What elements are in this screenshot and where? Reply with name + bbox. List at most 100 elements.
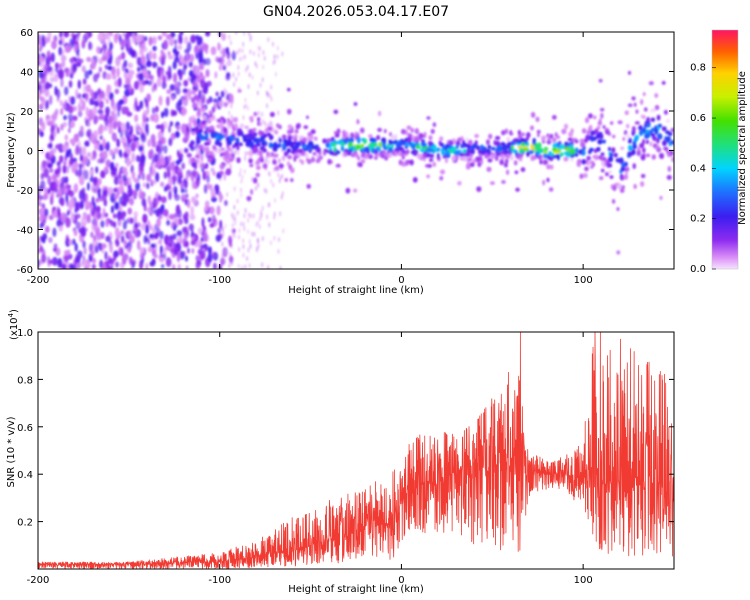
heatmap-cell [97,178,102,185]
heatmap-cell [135,155,141,162]
heatmap-cell [40,95,44,105]
heatmap-cell [139,47,145,57]
heatmap-cell [147,238,151,245]
heatmap-cell [279,174,282,180]
heatmap-cell [235,32,238,35]
heatmap-cell [60,212,66,223]
heatmap-cell [40,172,44,180]
heatmap-cell [83,169,89,180]
heatmap-cell [241,55,244,61]
heatmap-cell [148,224,154,231]
heatmap-cell [186,153,192,158]
heatmap-cell [243,169,246,175]
heatmap-cell [116,138,121,148]
heatmap-cell [64,134,69,141]
heatmap-cell [119,182,124,192]
heatmap-cell [131,171,136,180]
heatmap-cell [75,32,81,38]
heatmap-cell [249,243,252,249]
heatmap-cell [237,263,240,269]
heatmap-cell [54,67,59,73]
heatmap-cell [190,145,195,151]
heatmap-cell [235,76,238,82]
heatmap-cell [72,115,78,121]
heatmap-cell [149,148,154,158]
heatmap-cell [216,57,223,64]
heatmap-cell [110,110,115,116]
heatmap-cell [168,155,172,162]
heatmap-cell [223,172,226,178]
heatmap-cell [279,158,281,164]
heatmap-cell [93,202,97,211]
heatmap-cell [277,248,280,254]
heatmap-cell [140,55,146,66]
heatmap-cell [187,247,190,254]
heatmap-cell [62,164,67,174]
heatmap-cell [183,79,189,87]
heatmap-cell [272,41,274,47]
heatmap-cell [238,234,240,240]
heatmap-cell [248,32,250,37]
heatmap-cell [255,222,258,228]
heatmap-cell [261,118,264,124]
heatmap-cell [65,149,70,158]
heatmap-cell [233,81,235,87]
heatmap-cell [96,211,102,220]
heatmap-cell [139,251,144,261]
heatmap-cell [128,84,133,90]
heatmap-cell [126,156,131,168]
heatmap-cell [148,36,153,46]
heatmap-cell [139,100,143,109]
heatmap-cell [172,72,178,84]
heatmap-cell [84,70,90,79]
heatmap-cell [114,227,120,237]
heatmap-cell [214,71,218,79]
heatmap-cell [231,99,234,105]
heatmap-cell [212,98,218,103]
heatmap-cell [221,226,224,232]
heatmap-cell [153,153,159,163]
heatmap-cell [157,130,162,141]
heatmap-cell [47,143,51,149]
heatmap-cell [183,233,188,241]
heatmap-cell [236,50,239,56]
heatmap-cell [190,205,195,216]
heatmap-cell [212,262,217,269]
heatmap-cell [273,54,276,60]
heatmap-cell [206,175,210,184]
heatmap-cell [145,123,149,133]
heatmap-cell [276,54,279,60]
heatmap-cell [125,78,131,86]
heatmap-cell [181,68,186,75]
heatmap-cell [277,172,280,178]
heatmap-cell [97,87,102,95]
heatmap-cell [144,236,148,242]
heatmap-cell [118,170,122,180]
heatmap-cell [98,57,103,65]
heatmap-cell [175,204,181,215]
heatmap-cell [151,107,156,115]
heatmap-cell [75,255,81,263]
heatmap-cell [261,236,264,242]
heatmap-cell [264,121,267,127]
heatmap-cell [228,54,230,60]
heatmap-cell [173,188,178,195]
heatmap-cell [141,172,145,181]
heatmap-cell [65,45,71,53]
heatmap-cell [69,158,74,166]
heatmap-cell [239,167,242,173]
heatmap-cell [121,199,127,207]
heatmap-cell [88,69,93,75]
heatmap-cell [105,235,111,243]
heatmap-cell [50,52,55,63]
heatmap-cell [256,220,259,226]
heatmap-cell [120,235,125,244]
heatmap-cell [78,163,83,169]
heatmap-cell [109,219,114,227]
heatmap-cell [225,62,228,68]
heatmap-cell [222,258,225,264]
heatmap-cell [69,57,75,64]
heatmap-cell [79,97,84,104]
heatmap-cell [159,181,165,188]
heatmap-cell [244,264,247,269]
